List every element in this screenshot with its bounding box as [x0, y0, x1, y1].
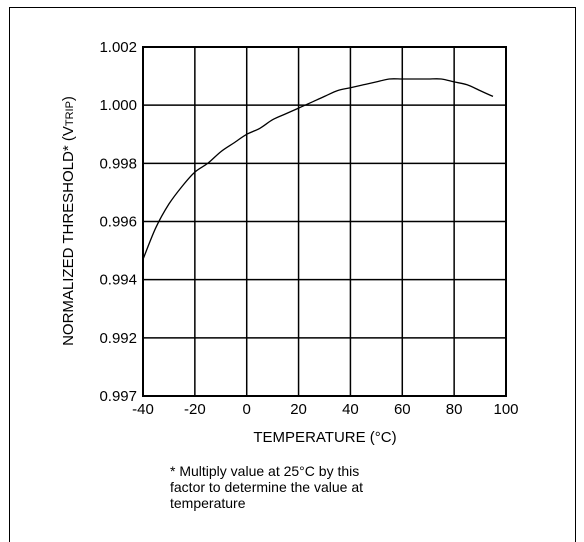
series-line-normalized-threshold — [142, 78, 494, 260]
x-tick-labels: -40 -20 0 20 40 60 80 100 — [132, 401, 518, 418]
y-tick-label: 0.996 — [99, 214, 137, 231]
figure-frame — [9, 7, 576, 542]
x-tick-label: -40 — [132, 401, 154, 418]
plot-border — [142, 46, 507, 397]
x-tick-label: 80 — [446, 401, 463, 418]
footnote-line-1: * Multiply value at 25°C by this — [170, 463, 360, 479]
y-tick-label: 0.997 — [99, 388, 137, 405]
y-tick-label: 1.000 — [99, 97, 137, 114]
x-tick-label: 100 — [493, 401, 518, 418]
x-axis-label: TEMPERATURE (°C) — [253, 429, 396, 446]
x-tick-label: 0 — [243, 401, 251, 418]
x-tick-label: 20 — [290, 401, 307, 418]
footnote-line-2: factor to determine the value at — [170, 479, 363, 495]
y-tick-labels: 1.002 1.000 0.998 0.996 0.994 0.992 0.997 — [99, 39, 137, 405]
x-tick-label: 40 — [342, 401, 359, 418]
footnote: * Multiply value at 25°C by this factor … — [170, 463, 400, 511]
y-axis-label: NORMALIZED THRESHOLD* (VTRIP) — [60, 96, 77, 346]
grid — [143, 47, 506, 396]
y-tick-label: 0.994 — [99, 272, 137, 289]
x-tick-label: 60 — [394, 401, 411, 418]
y-tick-label: 0.992 — [99, 330, 137, 347]
footnote-line-3: temperature — [170, 495, 246, 511]
x-tick-label: -20 — [184, 401, 206, 418]
y-tick-label: 0.998 — [99, 155, 137, 172]
y-tick-label: 1.002 — [99, 39, 137, 56]
